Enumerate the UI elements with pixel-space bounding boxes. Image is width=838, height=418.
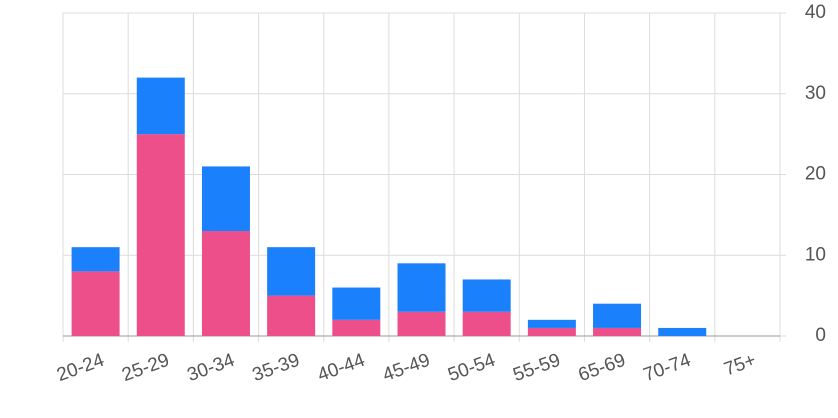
y-tick-label: 40	[805, 2, 826, 23]
bar-segment	[397, 311, 446, 336]
x-tick-label: 45-49	[380, 350, 433, 386]
bar-segment	[593, 327, 642, 336]
x-tick-label: 70-74	[641, 350, 694, 387]
bar-segment	[136, 134, 185, 336]
y-tick-label: 20	[805, 164, 826, 185]
bar-segment	[201, 166, 250, 232]
x-tick-label: 40-44	[315, 350, 368, 387]
x-tick-label: 55-59	[510, 350, 563, 386]
x-tick-label: 65-69	[576, 350, 629, 386]
bar-segment	[71, 271, 120, 336]
x-tick-label: 20-24	[54, 350, 107, 387]
bar-segment	[462, 311, 511, 336]
bar-segment	[267, 247, 316, 296]
bar-segment	[136, 77, 185, 135]
x-tick-label: 35-39	[250, 350, 303, 386]
x-tick-label: 50-54	[445, 350, 498, 387]
bar-segment	[332, 319, 381, 336]
bar-segment	[462, 279, 511, 312]
bar-segment	[593, 303, 642, 328]
x-tick-label: 25-29	[119, 350, 172, 386]
bar-segment	[397, 263, 446, 312]
bar-segment	[71, 247, 120, 272]
bar-segment	[527, 319, 576, 328]
bar-segment	[201, 231, 250, 336]
y-tick-label: 10	[805, 244, 826, 265]
bar-segment	[527, 327, 576, 336]
y-tick-label: 30	[805, 83, 826, 104]
x-tick-label: 30-34	[185, 350, 238, 387]
y-tick-label: 0	[815, 325, 826, 346]
x-tick-label: 75+	[721, 350, 758, 381]
bar-segment	[658, 327, 707, 336]
bar-segment	[332, 287, 381, 320]
bar-segment	[267, 295, 316, 336]
